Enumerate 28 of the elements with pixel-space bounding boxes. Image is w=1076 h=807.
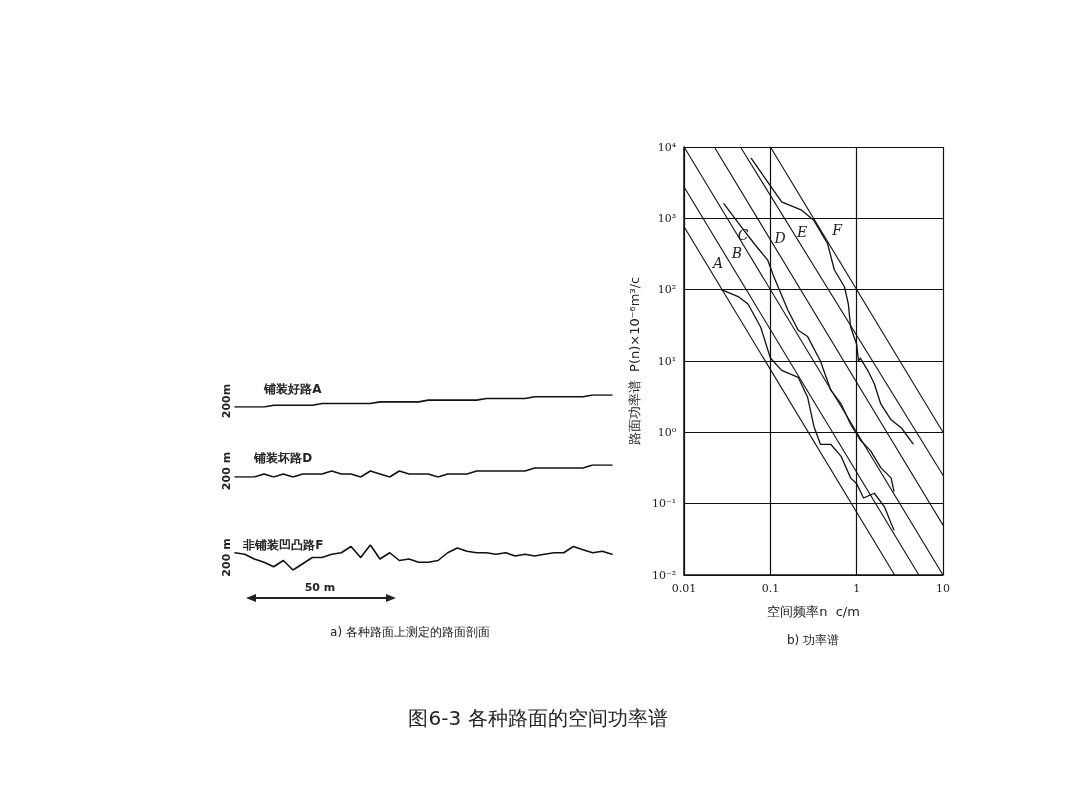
caption: 图6-3 各种路面的空间功率谱	[407, 705, 669, 732]
x-tick-label: 10	[936, 582, 950, 595]
x-axis-title: 空间频率n c/m	[767, 604, 860, 619]
annotation: D	[773, 230, 786, 246]
y-tick-label: 10⁻²	[651, 568, 677, 582]
y-tick-label: 10³	[657, 211, 677, 225]
text: b) 功率谱	[786, 633, 840, 647]
x-tick-label: 0.01	[671, 582, 697, 595]
annotation: A	[710, 255, 724, 271]
annotation: 200 m	[219, 538, 233, 577]
series-label: 非铺装凹凸路F	[242, 537, 324, 552]
annotation: 200m	[219, 383, 233, 419]
y-tick-label: 10⁴	[657, 140, 677, 154]
text: a) 各种路面上测定的路面剖面	[330, 625, 490, 639]
annotation: B	[730, 245, 743, 261]
y-axis-title: 路面功率谱 P(n)×10⁻⁶m³/c	[627, 276, 642, 446]
y-tick-label: 10⁻¹	[651, 497, 677, 511]
x-tick-label: 0.1	[761, 582, 780, 595]
y-tick-label: 10²	[657, 283, 677, 297]
annotation: F	[831, 222, 844, 238]
text: 50 m	[304, 580, 336, 594]
y-tick-label: 10⁰	[657, 425, 677, 439]
series-label: 铺装好路A	[263, 382, 323, 397]
y-tick-label: 10¹	[657, 354, 677, 368]
x-tick-label: 1	[853, 582, 861, 595]
annotation: E	[795, 224, 808, 240]
annotation: 200 m	[219, 451, 233, 491]
series-label: 铺装坏路D	[253, 451, 313, 465]
